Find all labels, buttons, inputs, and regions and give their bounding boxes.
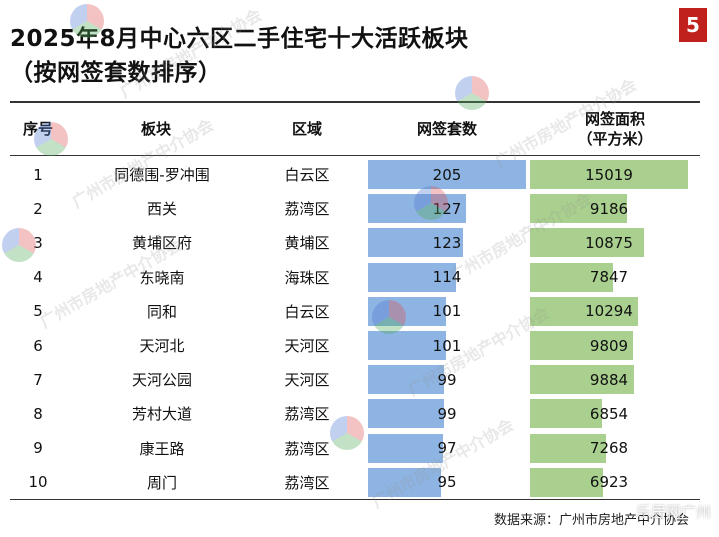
table-row: 8 芳村大道 荔湾区 99 6854 (0, 396, 719, 431)
count-bar (368, 467, 442, 497)
table-top-rule (10, 101, 700, 103)
cell-rank: 10 (28, 473, 48, 492)
header-district: 区域 (291, 120, 322, 138)
area-bar (530, 467, 603, 497)
area-value-label: 7847 (589, 268, 629, 287)
count-value-label: 99 (437, 370, 457, 389)
count-bar (368, 194, 466, 224)
table-row: 4 东晓南 海珠区 114 7847 (0, 260, 719, 295)
table-bottom-rule (10, 499, 700, 500)
count-bar (368, 331, 446, 360)
count-bar (368, 433, 443, 463)
cell-rank: 7 (33, 370, 43, 389)
table-row: 3 黄埔区府 黄埔区 123 10875 (0, 225, 719, 260)
area-bar (530, 160, 688, 189)
cell-rank: 2 (33, 199, 43, 218)
cell-block: 同德围-罗冲围 (114, 166, 210, 184)
table-row: 1 同德围-罗冲围 白云区 205 15019 (0, 157, 719, 192)
chart-subtitle: （按网签套数排序） (10, 60, 222, 86)
area-value-label: 7268 (589, 439, 629, 458)
table-row: 2 西关 荔湾区 127 9186 (0, 191, 719, 226)
cell-district: 天河区 (284, 337, 330, 355)
area-bar (530, 296, 639, 326)
cell-district: 黄埔区 (284, 234, 330, 253)
area-value-label: 6854 (589, 404, 629, 423)
count-bar (368, 365, 445, 395)
area-value-label: 9186 (589, 199, 629, 218)
area-value-label: 6923 (589, 473, 629, 492)
table-row: 6 天河北 天河区 101 9809 (0, 328, 719, 363)
cell-block: 康王路 (139, 439, 185, 458)
cell-block: 西关 (146, 200, 177, 219)
area-bar (530, 331, 634, 360)
corner-brand-watermark: 乐居网广州 (635, 503, 711, 521)
count-value-label: 205 (432, 165, 462, 184)
cell-district: 荔湾区 (284, 439, 330, 458)
cell-district: 天河区 (284, 371, 330, 390)
area-value-label: 15019 (585, 165, 633, 184)
cell-rank: 3 (33, 233, 43, 252)
area-value-label: 9809 (589, 336, 629, 355)
count-value-label: 99 (437, 404, 457, 423)
area-bar (530, 433, 607, 463)
cell-block: 同和 (146, 302, 177, 321)
cell-rank: 6 (33, 336, 43, 355)
area-bar (530, 194, 627, 224)
cell-rank: 1 (33, 165, 43, 184)
count-bar (368, 262, 456, 292)
count-value-label: 97 (437, 439, 457, 458)
table-row: 5 同和 白云区 101 10294 (0, 294, 719, 329)
cell-rank: 9 (33, 439, 43, 458)
count-value-label: 101 (432, 302, 462, 321)
cell-block: 周门 (146, 473, 177, 492)
cell-block: 东晓南 (139, 268, 185, 287)
header-area-line2: （平方米） (577, 130, 653, 148)
count-bar (368, 296, 446, 326)
table-row: 10 周门 荔湾区 95 6923 (0, 465, 719, 500)
header-block: 板块 (140, 120, 171, 138)
area-value-label: 9884 (589, 370, 629, 389)
area-bar (530, 262, 613, 292)
cell-district: 荔湾区 (284, 473, 330, 492)
area-bar (530, 365, 634, 395)
cell-block: 天河北 (139, 337, 185, 355)
cell-block: 天河公园 (131, 371, 192, 390)
cell-district: 海珠区 (284, 268, 330, 287)
area-bar (530, 399, 603, 429)
count-value-label: 95 (437, 473, 457, 492)
cell-district: 白云区 (284, 302, 330, 321)
table-header-rule (10, 155, 700, 156)
chart-title: 2025年8月中心六区二手住宅十大活跃板块 (10, 26, 469, 52)
header-rank: 序号 (22, 120, 53, 138)
header-count: 网签套数 (416, 120, 477, 138)
table-row: 7 天河公园 天河区 99 9884 (0, 362, 719, 397)
header-area-line1: 网签面积 (584, 110, 645, 128)
count-value-label: 123 (432, 233, 462, 252)
count-value-label: 127 (432, 199, 462, 218)
cell-block: 黄埔区府 (131, 234, 192, 253)
cell-district: 白云区 (284, 166, 330, 184)
page-number-badge: 5 (679, 8, 707, 42)
cell-district: 荔湾区 (284, 405, 330, 424)
table-row: 9 康王路 荔湾区 97 7268 (0, 431, 719, 466)
count-bar (368, 399, 445, 429)
cell-rank: 8 (33, 404, 43, 423)
cell-rank: 5 (33, 302, 43, 321)
count-value-label: 101 (432, 336, 462, 355)
cell-block: 芳村大道 (131, 405, 192, 424)
area-value-label: 10294 (585, 302, 633, 321)
count-bar (368, 160, 526, 189)
header-area: 网签面积 （平方米） (530, 103, 700, 155)
data-source-note: 数据来源：广州市房地产中介协会 (493, 513, 689, 528)
cell-district: 荔湾区 (284, 200, 330, 219)
area-value-label: 10875 (585, 233, 633, 252)
area-bar (530, 228, 645, 258)
count-bar (368, 228, 463, 258)
count-value-label: 114 (432, 268, 462, 287)
cell-rank: 4 (33, 268, 43, 287)
